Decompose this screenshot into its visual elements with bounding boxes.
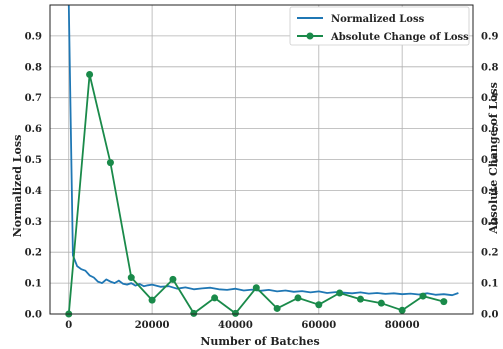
data-point xyxy=(294,294,302,302)
data-point xyxy=(86,71,94,79)
right-tick-label: 0.4 xyxy=(481,186,498,197)
data-point xyxy=(127,274,135,282)
x-tick-label: 60000 xyxy=(301,320,336,331)
data-point xyxy=(273,304,281,312)
left-tick-label: 0.2 xyxy=(25,248,42,259)
left-tick-label: 0.1 xyxy=(25,279,42,290)
data-point xyxy=(356,295,364,303)
legend-marker-absolute-change xyxy=(306,32,314,40)
left-tick-label: 0.9 xyxy=(25,31,42,42)
data-point xyxy=(252,284,260,292)
x-tick-label: 20000 xyxy=(135,320,170,331)
data-point xyxy=(190,309,198,317)
left-tick-label: 0.4 xyxy=(25,186,42,197)
data-point xyxy=(398,306,406,314)
legend-label-normalized-loss: Normalized Loss xyxy=(331,14,425,25)
right-tick-label: 0.7 xyxy=(481,93,498,104)
data-point xyxy=(169,275,177,283)
left-axis-ticks: 0.0 0.1 0.2 0.3 0.4 0.5 0.6 0.7 0.8 0.9 xyxy=(25,31,42,320)
data-point xyxy=(106,159,114,167)
data-point xyxy=(419,292,427,300)
x-tick-label: 40000 xyxy=(218,320,253,331)
series-line-1 xyxy=(67,73,445,314)
right-tick-label: 0.2 xyxy=(481,248,498,259)
legend: Normalized Loss Absolute Change of Loss xyxy=(289,6,470,46)
plot-frame xyxy=(49,4,474,315)
right-axis-title: Absolute Change of Loss xyxy=(487,82,500,235)
data-point xyxy=(336,289,344,297)
left-tick-label: 0.5 xyxy=(25,155,42,166)
data-point xyxy=(211,294,219,302)
legend-label-absolute-change: Absolute Change of Loss xyxy=(330,32,469,43)
right-tick-label: 0.9 xyxy=(481,31,498,42)
right-tick-label: 0.8 xyxy=(481,62,498,73)
right-tick-label: 0.0 xyxy=(481,310,498,321)
grid-lines xyxy=(50,5,473,315)
left-tick-label: 0.6 xyxy=(25,124,42,135)
x-axis-title: Number of Batches xyxy=(200,335,319,348)
x-axis-ticks: 0 20000 40000 60000 80000 xyxy=(65,320,419,331)
data-point xyxy=(148,296,156,304)
series-layer xyxy=(65,5,459,318)
legend-box xyxy=(289,6,470,46)
left-axis-title: Normalized Loss xyxy=(11,135,24,238)
data-point xyxy=(315,301,323,309)
x-tick-label: 80000 xyxy=(385,320,420,331)
data-point xyxy=(231,309,239,317)
right-tick-label: 0.5 xyxy=(481,155,498,166)
right-tick-label: 0.3 xyxy=(481,217,498,228)
series-line-0 xyxy=(67,5,459,297)
left-tick-label: 0.3 xyxy=(25,217,42,228)
data-point xyxy=(440,298,448,306)
left-tick-label: 0.7 xyxy=(25,93,42,104)
left-tick-label: 0.0 xyxy=(25,310,42,321)
x-tick-label: 0 xyxy=(65,320,72,331)
right-tick-label: 0.6 xyxy=(481,124,498,135)
right-tick-label: 0.1 xyxy=(481,279,498,290)
data-point xyxy=(377,299,385,307)
right-axis-ticks: 0.0 0.1 0.2 0.3 0.4 0.5 0.6 0.7 0.8 0.9 xyxy=(481,31,498,320)
left-tick-label: 0.8 xyxy=(25,62,42,73)
